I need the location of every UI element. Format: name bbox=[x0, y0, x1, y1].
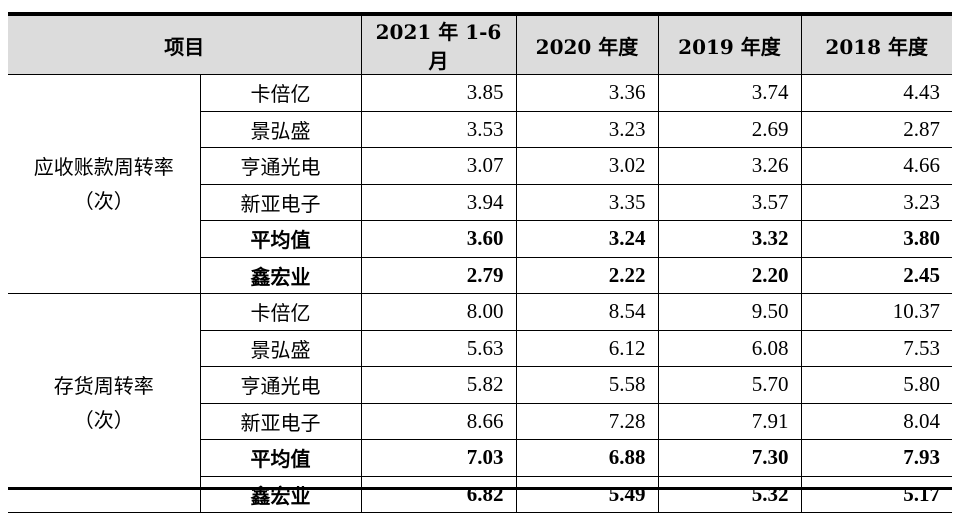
value-cell: 3.85 bbox=[360, 74, 517, 112]
company-name: 新亚电子 bbox=[200, 402, 362, 440]
metric-label: 存货周转率 （次） bbox=[8, 293, 201, 513]
value-cell: 6.08 bbox=[657, 329, 802, 367]
metric-name: 应收账款周转率 bbox=[33, 155, 174, 179]
turnover-comparison-table: 项目 2021 年 1-6 月 2020 年度 2019 年度 2018 年度 … bbox=[8, 12, 952, 513]
company-name: 景弘盛 bbox=[200, 110, 362, 148]
value-cell: 8.00 bbox=[360, 293, 517, 331]
company-name: 卡倍亿 bbox=[199, 293, 362, 331]
value-cell: 2.87 bbox=[800, 110, 952, 148]
value-cell: 8.66 bbox=[360, 402, 517, 440]
company-name: 新亚电子 bbox=[200, 183, 362, 221]
value-cell: 7.03 bbox=[360, 439, 517, 477]
value-cell: 3.24 bbox=[515, 220, 659, 258]
value-cell: 6.88 bbox=[515, 439, 659, 477]
value-cell: 5.82 bbox=[360, 366, 517, 404]
value-cell: 3.57 bbox=[657, 183, 802, 221]
value-cell: 7.28 bbox=[515, 402, 659, 440]
value-cell: 2.22 bbox=[515, 256, 659, 294]
metric-unit: （次） bbox=[73, 408, 134, 432]
value-cell: 2.69 bbox=[657, 110, 802, 148]
company-name: 鑫宏业 bbox=[200, 256, 362, 294]
company-name: 景弘盛 bbox=[200, 329, 362, 367]
table-row: 亨通光电 3.07 3.02 3.26 4.66 bbox=[8, 147, 952, 185]
value-cell: 3.23 bbox=[800, 183, 952, 221]
value-cell: 7.53 bbox=[800, 329, 952, 367]
value-cell: 3.35 bbox=[515, 183, 659, 221]
value-cell: 3.60 bbox=[360, 220, 517, 258]
header-period-2021h1: 2021 年 1-6 月 bbox=[360, 15, 517, 75]
value-cell: 3.36 bbox=[515, 74, 659, 112]
metric-label: 应收账款周转率 （次） bbox=[8, 74, 201, 294]
value-cell: 3.26 bbox=[657, 147, 802, 185]
table-row: 景弘盛 3.53 3.23 2.69 2.87 bbox=[8, 110, 952, 148]
value-cell: 5.80 bbox=[800, 366, 952, 404]
company-name: 平均值 bbox=[200, 439, 362, 477]
metric-name: 存货周转率 bbox=[53, 374, 154, 398]
table-row: 新亚电子 8.66 7.28 7.91 8.04 bbox=[8, 402, 952, 440]
header-period-2018: 2018 年度 bbox=[800, 15, 952, 75]
header-period-2019: 2019 年度 bbox=[657, 15, 802, 75]
company-name: 鑫宏业 bbox=[200, 475, 362, 513]
value-cell: 3.32 bbox=[657, 220, 802, 258]
value-cell: 10.37 bbox=[800, 293, 952, 331]
table-row: 亨通光电 5.82 5.58 5.70 5.80 bbox=[8, 366, 952, 404]
data-table: 项目 2021 年 1-6 月 2020 年度 2019 年度 2018 年度 … bbox=[8, 15, 952, 513]
value-cell: 3.94 bbox=[360, 183, 517, 221]
table-row: 鑫宏业 2.79 2.22 2.20 2.45 bbox=[8, 256, 952, 294]
value-cell: 2.20 bbox=[657, 256, 802, 294]
value-cell: 7.93 bbox=[800, 439, 952, 477]
value-cell: 5.17 bbox=[800, 475, 952, 513]
value-cell: 5.32 bbox=[657, 475, 802, 513]
company-name: 亨通光电 bbox=[200, 147, 362, 185]
value-cell: 3.74 bbox=[657, 74, 802, 112]
value-cell: 5.49 bbox=[515, 475, 659, 513]
table-row: 新亚电子 3.94 3.35 3.57 3.23 bbox=[8, 183, 952, 221]
value-cell: 3.80 bbox=[800, 220, 952, 258]
value-cell: 5.58 bbox=[515, 366, 659, 404]
metric-unit: （次） bbox=[73, 189, 134, 213]
company-name: 卡倍亿 bbox=[199, 74, 362, 112]
value-cell: 5.70 bbox=[657, 366, 802, 404]
value-cell: 3.23 bbox=[515, 110, 659, 148]
header-item: 项目 bbox=[8, 15, 362, 75]
table-row: 景弘盛 5.63 6.12 6.08 7.53 bbox=[8, 329, 952, 367]
value-cell: 9.50 bbox=[657, 293, 802, 331]
header-period-2020: 2020 年度 bbox=[515, 15, 659, 75]
value-cell: 5.63 bbox=[360, 329, 517, 367]
value-cell: 8.54 bbox=[515, 293, 659, 331]
value-cell: 7.91 bbox=[657, 402, 802, 440]
value-cell: 2.45 bbox=[800, 256, 952, 294]
value-cell: 3.53 bbox=[360, 110, 517, 148]
value-cell: 6.82 bbox=[360, 475, 517, 513]
company-name: 平均值 bbox=[200, 220, 362, 258]
table-row: 存货周转率 （次） 卡倍亿 8.00 8.54 9.50 10.37 bbox=[8, 293, 952, 513]
value-cell: 4.66 bbox=[800, 147, 952, 185]
value-cell: 8.04 bbox=[800, 402, 952, 440]
table-body: 应收账款周转率 （次） 卡倍亿 3.85 3.36 3.74 4.43 景弘盛 3.53 3.23… bbox=[8, 74, 952, 513]
value-cell: 4.43 bbox=[800, 74, 952, 112]
value-cell: 7.30 bbox=[657, 439, 802, 477]
value-cell: 3.07 bbox=[360, 147, 517, 185]
value-cell: 3.02 bbox=[515, 147, 659, 185]
value-cell: 2.79 bbox=[360, 256, 517, 294]
company-name: 亨通光电 bbox=[200, 366, 362, 404]
header-row: 项目 2021 年 1-6 月 2020 年度 2019 年度 2018 年度 bbox=[8, 15, 952, 75]
value-cell: 6.12 bbox=[515, 329, 659, 367]
table-row: 应收账款周转率 （次） 卡倍亿 3.85 3.36 3.74 4.43 bbox=[8, 74, 952, 294]
